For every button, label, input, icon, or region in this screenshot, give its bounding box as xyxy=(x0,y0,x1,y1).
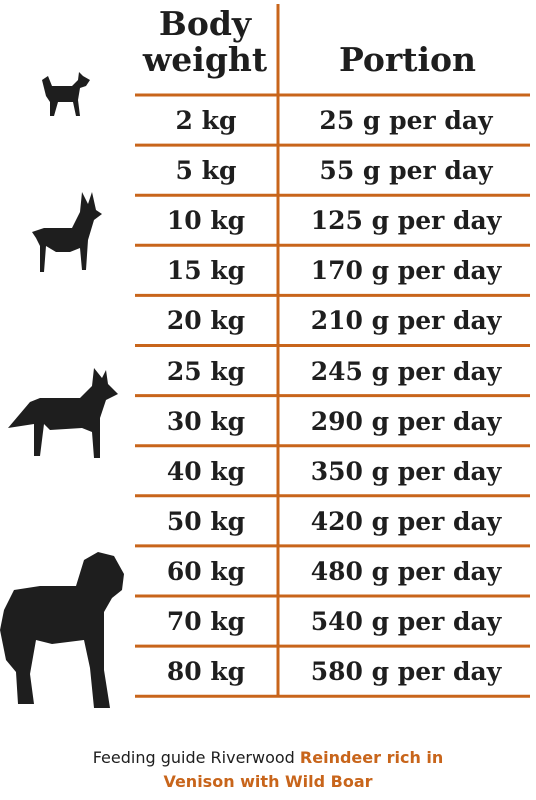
portion-cell: 210 g per day xyxy=(310,306,502,336)
footer-text: Feeding guide Riverwood xyxy=(92,748,295,767)
footer: Feeding guide Riverwood Reindeer rich in… xyxy=(70,746,466,794)
dog-icons xyxy=(0,72,124,708)
portion-cell: 540 g per day xyxy=(310,607,502,636)
footer-highlight: Reindeer rich in Venison with Wild Boar xyxy=(163,748,444,791)
header-body-weight: Body weight xyxy=(142,4,268,79)
header-portion: Portion xyxy=(338,40,477,79)
portion-cell: 580 g per day xyxy=(310,657,502,687)
weight-cell: 30 kg xyxy=(166,406,246,436)
small-dog xyxy=(42,72,90,116)
weight-cell: 5 kg xyxy=(175,156,237,186)
portion-cell: 480 g per day xyxy=(310,556,502,586)
weight-cell: 20 kg xyxy=(166,306,246,336)
portion-cell: 25 g per day xyxy=(319,106,493,135)
weight-cell: 40 kg xyxy=(166,456,246,486)
large-dog xyxy=(8,368,118,458)
weight-cell: 70 kg xyxy=(166,607,246,636)
weight-cell: 80 kg xyxy=(166,657,246,687)
portion-cell: 245 g per day xyxy=(310,356,502,386)
portion-cell: 125 g per day xyxy=(310,206,502,236)
weight-cell: 15 kg xyxy=(166,256,246,286)
mastiff xyxy=(0,552,124,708)
weight-cell: 50 kg xyxy=(166,506,246,536)
portion-cell: 170 g per day xyxy=(310,256,502,286)
weight-cell: 25 kg xyxy=(166,356,246,386)
portion-cell: 350 g per day xyxy=(310,456,502,486)
portion-cell: 290 g per day xyxy=(310,406,502,436)
portion-cell: 420 g per day xyxy=(310,506,502,536)
medium-dog xyxy=(32,192,102,272)
portion-cell: 55 g per day xyxy=(319,156,493,186)
weight-cell: 10 kg xyxy=(166,206,246,236)
weight-cell: 60 kg xyxy=(166,556,246,586)
weight-cell: 2 kg xyxy=(175,106,237,135)
